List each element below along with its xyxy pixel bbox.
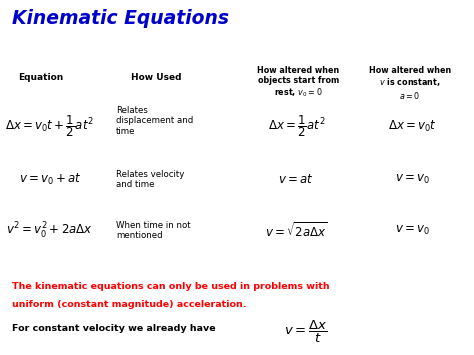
Text: $v=v_0+at$: $v=v_0+at$ bbox=[18, 172, 81, 187]
Text: Equation: Equation bbox=[18, 73, 63, 82]
Text: Relates
displacement and
time: Relates displacement and time bbox=[116, 106, 193, 136]
Text: How Used: How Used bbox=[131, 73, 182, 82]
Text: For constant velocity we already have: For constant velocity we already have bbox=[12, 324, 216, 333]
Text: When time in not
mentioned: When time in not mentioned bbox=[116, 221, 191, 240]
Text: $v=v_0$: $v=v_0$ bbox=[395, 173, 430, 186]
Text: How altered when
objects start from
rest, $v_0 = 0$: How altered when objects start from rest… bbox=[257, 66, 340, 99]
Text: The kinematic equations can only be used in problems with: The kinematic equations can only be used… bbox=[12, 282, 329, 291]
Text: $v=v_0$: $v=v_0$ bbox=[395, 224, 430, 237]
Text: $\Delta x=v_0t$: $\Delta x=v_0t$ bbox=[388, 119, 437, 133]
Text: How altered when
$v$ is constant,
$a = 0$: How altered when $v$ is constant, $a = 0… bbox=[369, 66, 451, 101]
Text: Kinematic Equations: Kinematic Equations bbox=[12, 9, 229, 28]
Text: $v^2=v_0^2+2a\Delta x$: $v^2=v_0^2+2a\Delta x$ bbox=[6, 221, 93, 241]
Text: $\Delta x=\dfrac{1}{2}at^2$: $\Delta x=\dfrac{1}{2}at^2$ bbox=[267, 113, 325, 139]
Text: $\Delta x=v_0t+\dfrac{1}{2}at^2$: $\Delta x=v_0t+\dfrac{1}{2}at^2$ bbox=[5, 113, 94, 139]
Text: $v = \dfrac{\Delta x}{t}$: $v = \dfrac{\Delta x}{t}$ bbox=[284, 319, 327, 345]
Text: $v=at$: $v=at$ bbox=[279, 173, 314, 186]
Text: uniform (constant magnitude) acceleration.: uniform (constant magnitude) acceleratio… bbox=[12, 300, 246, 309]
Text: $v=\sqrt{2a\Delta x}$: $v=\sqrt{2a\Delta x}$ bbox=[265, 222, 328, 240]
Text: Relates velocity
and time: Relates velocity and time bbox=[116, 170, 184, 189]
